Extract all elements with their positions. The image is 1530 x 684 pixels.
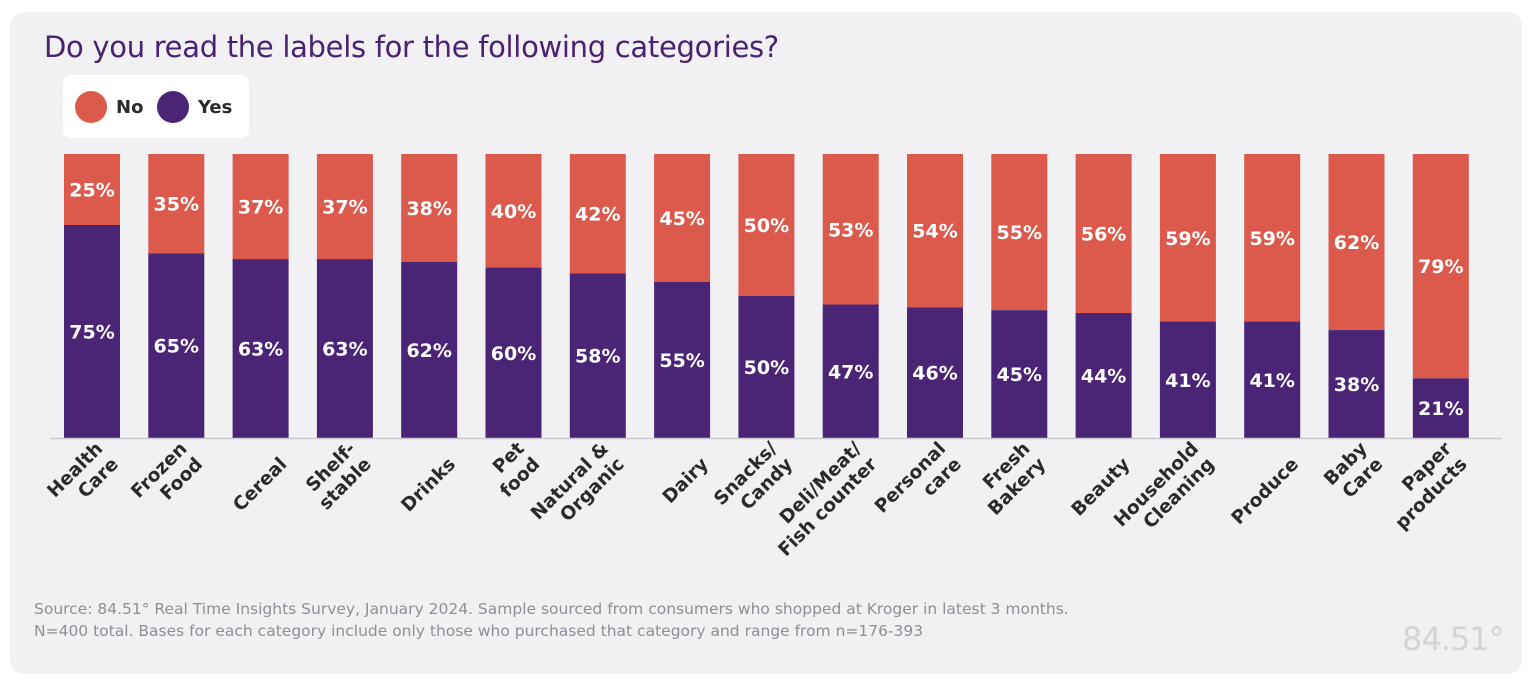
data-label-no-produce: 59% bbox=[1249, 228, 1294, 250]
bar-no-frozen-food bbox=[148, 154, 205, 254]
tick-label-cereal: Cereal bbox=[229, 454, 291, 516]
data-label-no-pet-food: 40% bbox=[491, 201, 536, 223]
data-label-yes-dairy: 55% bbox=[659, 350, 704, 372]
bar-yes-paper-products bbox=[1412, 378, 1469, 438]
data-label-yes-personal-care: 46% bbox=[912, 363, 957, 385]
bar-yes-natural-organic bbox=[569, 273, 626, 438]
tick-label-line: Produce bbox=[1228, 454, 1303, 529]
data-label-yes-deli-meat-fish-counter: 47% bbox=[828, 361, 873, 383]
data-label-no-fresh-bakery: 55% bbox=[997, 222, 1042, 244]
bar-no-health-care bbox=[64, 154, 120, 225]
legend-label-yes: Yes bbox=[198, 96, 233, 118]
tick-label-health-care: HealthCare bbox=[44, 438, 123, 517]
tick-label-line: Dairy bbox=[659, 454, 713, 508]
data-label-yes-drinks: 62% bbox=[406, 340, 451, 362]
legend-item-yes: Yes bbox=[157, 91, 232, 123]
bar-no-shelf-stable bbox=[316, 154, 373, 260]
tick-label-personal-care: Personalcare bbox=[871, 438, 966, 533]
tick-label-dairy: Dairy bbox=[659, 454, 713, 508]
bar-yes-drinks bbox=[401, 261, 458, 438]
data-label-yes-frozen-food: 65% bbox=[154, 336, 199, 358]
bar-yes-health-care bbox=[64, 225, 120, 438]
chart-title: Do you read the labels for the following… bbox=[44, 30, 779, 64]
data-label-no-baby-care: 62% bbox=[1334, 232, 1379, 254]
data-label-yes-paper-products: 21% bbox=[1418, 398, 1463, 420]
bar-yes-beauty bbox=[1075, 313, 1132, 438]
bar-no-snacks-candy bbox=[738, 154, 795, 296]
bar-yes-produce bbox=[1244, 321, 1301, 438]
data-label-no-personal-care: 54% bbox=[912, 221, 957, 243]
bar-no-beauty bbox=[1075, 154, 1132, 314]
bar-yes-frozen-food bbox=[148, 253, 205, 438]
data-label-yes-shelf-stable: 63% bbox=[322, 339, 367, 361]
legend-swatch-yes bbox=[157, 91, 189, 123]
footnote-line-1: Source: 84.51° Real Time Insights Survey… bbox=[34, 600, 1069, 618]
legend-item-no: No bbox=[75, 91, 143, 123]
bar-no-personal-care bbox=[907, 154, 963, 308]
data-label-no-deli-meat-fish-counter: 53% bbox=[828, 219, 873, 241]
tick-label-fresh-bakery: FreshBakery bbox=[969, 438, 1050, 519]
brand-logo: 84.51° bbox=[1402, 620, 1505, 658]
data-label-no-beauty: 56% bbox=[1081, 224, 1126, 246]
data-label-no-household-cleaning: 59% bbox=[1165, 228, 1210, 250]
bar-no-dairy bbox=[654, 154, 711, 282]
data-label-yes-fresh-bakery: 45% bbox=[997, 364, 1042, 386]
bar-no-deli-meat-fish-counter bbox=[822, 154, 879, 305]
data-label-no-paper-products: 79% bbox=[1418, 256, 1463, 278]
bar-no-household-cleaning bbox=[1159, 154, 1216, 322]
data-label-yes-snacks-candy: 50% bbox=[744, 357, 789, 379]
bar-yes-snacks-candy bbox=[738, 296, 795, 438]
bar-yes-pet-food bbox=[485, 267, 542, 438]
tick-label-paper-products: Paperproducts bbox=[1376, 438, 1472, 534]
bar-yes-household-cleaning bbox=[1159, 321, 1216, 438]
tick-label-frozen-food: FrozenFood bbox=[127, 438, 207, 518]
data-label-yes-baby-care: 38% bbox=[1334, 374, 1379, 396]
data-label-yes-household-cleaning: 41% bbox=[1165, 370, 1210, 392]
data-label-yes-produce: 41% bbox=[1249, 370, 1294, 392]
data-label-no-drinks: 38% bbox=[406, 198, 451, 220]
data-label-no-frozen-food: 35% bbox=[154, 194, 199, 216]
bar-yes-shelf-stable bbox=[316, 259, 373, 438]
bar-no-drinks bbox=[401, 154, 458, 262]
bar-no-natural-organic bbox=[569, 154, 626, 274]
tick-label-household-cleaning: HouseholdCleaning bbox=[1110, 438, 1218, 546]
source-footnote: Source: 84.51° Real Time Insights Survey… bbox=[34, 598, 1069, 642]
data-label-no-snacks-candy: 50% bbox=[744, 215, 789, 237]
stacked-bar-chart: 25% 75% HealthCare 35% 65% FrozenFood 37% 63% Ce… bbox=[44, 154, 1502, 561]
data-label-yes-health-care: 75% bbox=[69, 322, 114, 344]
bar-no-pet-food bbox=[485, 154, 542, 268]
data-label-yes-cereal: 63% bbox=[238, 339, 283, 361]
tick-label-drinks: Drinks bbox=[397, 454, 459, 516]
data-label-no-health-care: 25% bbox=[69, 180, 114, 202]
bar-no-cereal bbox=[232, 154, 289, 260]
tick-label-shelf-stable: Shelf-stable bbox=[300, 438, 376, 514]
bar-no-produce bbox=[1244, 154, 1301, 322]
bar-no-fresh-bakery bbox=[991, 154, 1048, 311]
bar-yes-cereal bbox=[232, 259, 289, 438]
tick-label-pet-food: Petfood bbox=[481, 438, 545, 502]
bar-yes-dairy bbox=[654, 281, 711, 438]
data-label-yes-beauty: 44% bbox=[1081, 366, 1126, 388]
bar-yes-fresh-bakery bbox=[991, 310, 1048, 438]
data-label-no-natural-organic: 42% bbox=[575, 204, 620, 226]
tick-label-natural-organic: Natural &Organic bbox=[527, 438, 628, 539]
legend-swatch-no bbox=[75, 91, 107, 123]
data-label-no-shelf-stable: 37% bbox=[322, 197, 367, 219]
tick-label-produce: Produce bbox=[1228, 454, 1303, 529]
tick-label-line: Drinks bbox=[397, 454, 459, 516]
bar-no-baby-care bbox=[1328, 154, 1385, 331]
tick-label-line: Cereal bbox=[229, 454, 291, 516]
bar-yes-deli-meat-fish-counter bbox=[822, 304, 879, 438]
data-label-no-dairy: 45% bbox=[659, 208, 704, 230]
legend: No Yes bbox=[63, 75, 249, 138]
tick-label-baby-care: BabyCare bbox=[1320, 438, 1387, 505]
bar-yes-personal-care bbox=[907, 307, 963, 438]
footnote-line-2: N=400 total. Bases for each category inc… bbox=[34, 622, 924, 640]
data-label-no-cereal: 37% bbox=[238, 197, 283, 219]
data-label-yes-pet-food: 60% bbox=[491, 343, 536, 365]
legend-label-no: No bbox=[116, 96, 144, 118]
bar-yes-baby-care bbox=[1328, 330, 1385, 438]
data-label-yes-natural-organic: 58% bbox=[575, 346, 620, 368]
bar-no-paper-products bbox=[1412, 154, 1469, 379]
